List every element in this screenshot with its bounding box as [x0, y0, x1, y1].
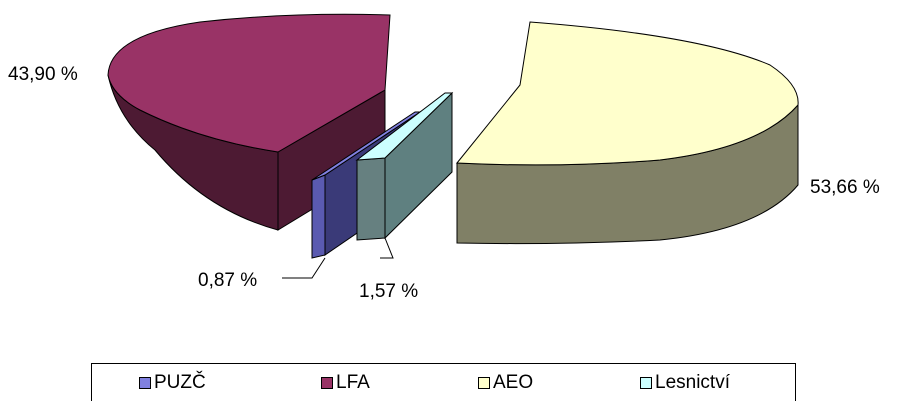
- legend-swatch-aeo: [478, 377, 490, 389]
- slice-lesnictvi-front-left: [356, 157, 386, 241]
- slice-lesnictvi: [355, 91, 454, 241]
- data-label-lfa: 43,90 %: [8, 64, 78, 85]
- slice-puzc-front-left: [311, 174, 326, 259]
- legend-swatch-puzc: [139, 377, 151, 389]
- data-label-aeo: 53,66 %: [810, 177, 880, 198]
- legend-item-puzc: PUZČ: [139, 373, 206, 393]
- leader-line-puzc: [282, 257, 326, 279]
- legend-item-lfa: LFA: [321, 373, 370, 393]
- legend-label-puzc: PUZČ: [154, 372, 206, 393]
- slice-lesnictvi-top: [355, 92, 454, 161]
- legend-label-aeo: AEO: [493, 372, 534, 393]
- slice-lfa-top: [107, 13, 391, 153]
- data-label-puzc: 0,87 %: [198, 270, 257, 291]
- slice-aeo-top: [455, 21, 799, 166]
- chart-legend: PUZČ LFA AEO Lesnictví: [91, 363, 796, 401]
- data-label-lesnictvi: 1,57 %: [359, 281, 418, 302]
- legend-item-lesnictvi: Lesnictví: [640, 373, 730, 393]
- slice-lfa: [107, 13, 391, 231]
- legend-label-lesnictvi: Lesnictví: [655, 372, 730, 393]
- legend-item-aeo: AEO: [478, 373, 533, 393]
- legend-swatch-lfa: [321, 377, 333, 389]
- legend-swatch-lesnictvi: [640, 377, 652, 389]
- slice-aeo: [455, 21, 799, 245]
- legend-label-lfa: LFA: [336, 372, 370, 393]
- leader-line-lesnictvi: [380, 237, 394, 259]
